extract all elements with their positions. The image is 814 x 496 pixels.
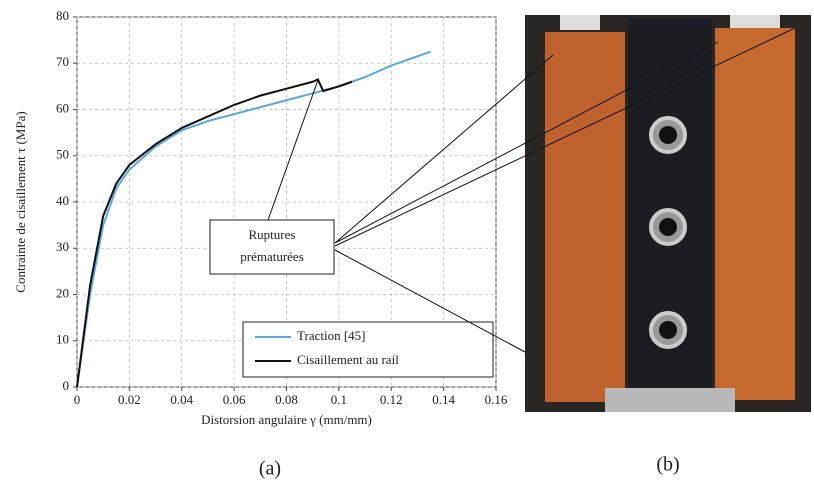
y-axis-label: Contrainte de cisaillement τ (MPa): [13, 111, 28, 292]
x-axis-label: Distorsion angulaire γ (mm/mm): [201, 412, 372, 427]
annotation-box: [209, 219, 335, 275]
annotation: prématurées: [240, 249, 304, 264]
x-tick-label: 0: [74, 392, 81, 407]
y-tick-label: 80: [56, 8, 69, 23]
x-tick-label: 0.14: [432, 392, 455, 407]
specimen-photo: [525, 15, 811, 412]
caption: (b): [656, 454, 679, 476]
x-tick-label: 0.04: [170, 392, 193, 407]
x-tick-label: 0.12: [380, 392, 403, 407]
y-tick-label: 40: [56, 193, 69, 208]
legend-label: Cisaillement au rail: [297, 352, 399, 367]
x-tick-label: 0.16: [485, 392, 508, 407]
y-tick-label: 20: [56, 285, 69, 300]
y-tick-label: 50: [56, 147, 69, 162]
x-tick-label: 0.02: [118, 392, 141, 407]
caption: (a): [259, 458, 281, 480]
legend-label: Traction [45]: [297, 328, 366, 343]
annotation-leaders: [267, 27, 796, 353]
annotation: Ruptures: [249, 227, 296, 242]
x-tick-label: 0.06: [223, 392, 246, 407]
x-tick-label: 0.08: [275, 392, 298, 407]
data-line: [76, 50, 431, 388]
legend-box: [242, 321, 494, 378]
x-tick-label: 0.1: [331, 392, 347, 407]
y-tick-label: 70: [56, 54, 69, 69]
y-tick-label: 10: [56, 332, 69, 347]
y-tick-label: 60: [56, 100, 69, 115]
y-tick-label: 30: [56, 239, 69, 254]
data-line: [76, 78, 353, 388]
y-tick-label: 0: [63, 378, 70, 393]
